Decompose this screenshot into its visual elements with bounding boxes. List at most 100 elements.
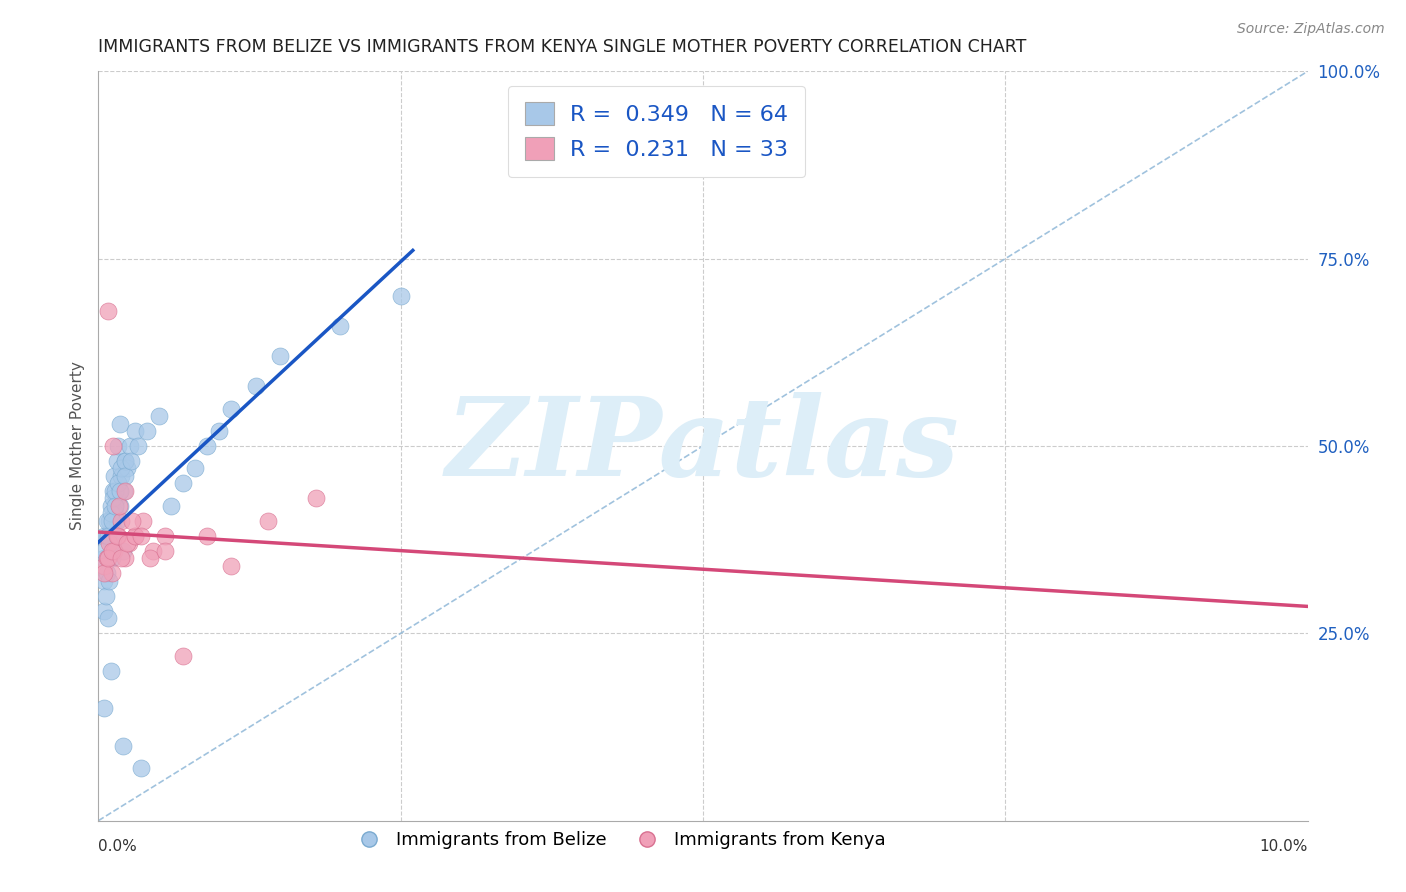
Point [129, 529, 152, 543]
Point [118, 536, 141, 550]
Point [98, 574, 121, 588]
Point [110, 514, 132, 528]
Y-axis label: Single Mother Poverty: Single Mother Poverty [69, 361, 84, 531]
Point [124, 424, 146, 438]
Point [111, 544, 134, 558]
Point [101, 439, 124, 453]
Point [105, 454, 128, 468]
Point [305, 491, 328, 506]
Point [107, 439, 129, 453]
Point [101, 483, 124, 498]
Point [94, 589, 117, 603]
Point [245, 379, 267, 393]
Point [107, 529, 129, 543]
Point [256, 514, 278, 528]
Point [93, 604, 115, 618]
Point [108, 499, 131, 513]
Point [108, 499, 131, 513]
Point [98, 536, 121, 550]
Point [96, 529, 118, 543]
Point [96, 551, 118, 566]
Point [97, 551, 120, 566]
Point [172, 476, 194, 491]
Point [117, 536, 139, 550]
Text: 10.0%: 10.0% [1260, 839, 1308, 855]
Point [112, 483, 135, 498]
Point [120, 454, 142, 468]
Point [105, 491, 128, 506]
Point [184, 461, 207, 475]
Point [221, 401, 243, 416]
Point [105, 514, 128, 528]
Text: 0.0%: 0.0% [98, 839, 138, 855]
Point [93, 529, 115, 543]
Point [100, 499, 122, 513]
Point [100, 514, 122, 528]
Legend: Immigrants from Belize, Immigrants from Kenya: Immigrants from Belize, Immigrants from … [344, 824, 893, 856]
Point [100, 551, 122, 566]
Point [195, 529, 218, 543]
Point [96, 514, 118, 528]
Point [114, 454, 136, 468]
Point [142, 544, 165, 558]
Point [195, 439, 218, 453]
Point [103, 544, 125, 558]
Point [221, 558, 243, 573]
Point [93, 544, 115, 558]
Point [139, 551, 162, 566]
Point [100, 544, 122, 558]
Point [103, 469, 125, 483]
Point [100, 566, 122, 581]
Point [97, 611, 120, 625]
Point [93, 574, 115, 588]
Point [104, 507, 127, 521]
Point [124, 529, 146, 543]
Point [98, 514, 121, 528]
Text: ZIPatlas: ZIPatlas [446, 392, 960, 500]
Point [127, 439, 149, 453]
Point [114, 454, 136, 468]
Point [389, 289, 412, 303]
Point [96, 566, 118, 581]
Point [97, 529, 120, 543]
Point [104, 499, 127, 513]
Text: Source: ZipAtlas.com: Source: ZipAtlas.com [1237, 22, 1385, 37]
Point [148, 409, 170, 423]
Point [208, 424, 231, 438]
Point [107, 476, 129, 491]
Point [114, 483, 136, 498]
Point [93, 558, 115, 573]
Point [124, 529, 146, 543]
Point [111, 739, 134, 753]
Point [172, 648, 194, 663]
Point [153, 544, 176, 558]
Point [93, 551, 115, 566]
Point [108, 483, 131, 498]
Point [105, 529, 128, 543]
Point [114, 551, 136, 566]
Point [114, 469, 136, 483]
Point [269, 349, 291, 363]
Point [160, 499, 183, 513]
Point [129, 761, 152, 775]
Point [118, 439, 141, 453]
Point [101, 491, 124, 506]
Point [135, 424, 157, 438]
Point [153, 529, 176, 543]
Point [117, 461, 139, 475]
Point [132, 514, 155, 528]
Point [100, 507, 122, 521]
Point [110, 469, 132, 483]
Point [103, 529, 125, 543]
Point [100, 536, 122, 550]
Point [93, 701, 115, 715]
Point [104, 483, 127, 498]
Point [93, 566, 115, 581]
Point [97, 551, 120, 566]
Point [110, 551, 132, 566]
Point [329, 319, 352, 334]
Point [108, 417, 131, 431]
Point [121, 514, 143, 528]
Text: IMMIGRANTS FROM BELIZE VS IMMIGRANTS FROM KENYA SINGLE MOTHER POVERTY CORRELATIO: IMMIGRANTS FROM BELIZE VS IMMIGRANTS FRO… [98, 38, 1026, 56]
Point [100, 664, 122, 678]
